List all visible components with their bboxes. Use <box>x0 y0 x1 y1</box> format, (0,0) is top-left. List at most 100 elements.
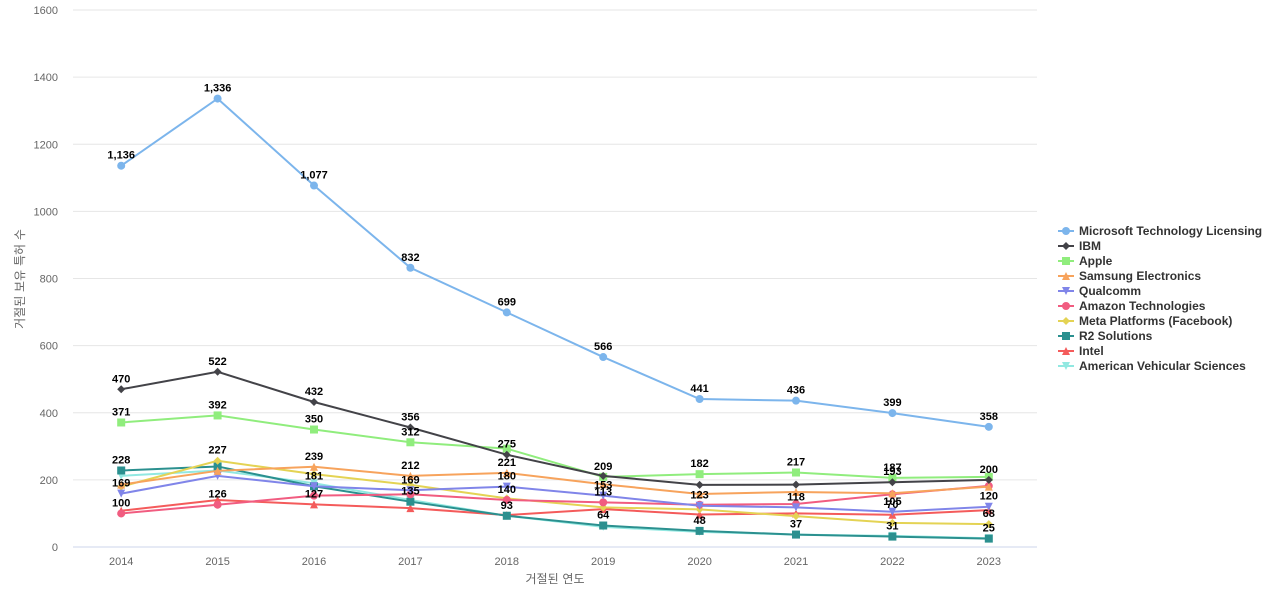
x-tick-label: 2020 <box>687 556 711 568</box>
data-point <box>117 161 126 170</box>
data-point <box>984 422 993 431</box>
data-point <box>310 462 318 471</box>
data-point <box>213 466 222 475</box>
data-point <box>502 450 511 459</box>
data-point <box>502 468 511 477</box>
x-axis-ticks: 2014 2015 2016 2017 2018 2019 2020 2021 2022 2023 <box>109 556 1001 568</box>
legend-label: American Vehicular Sciences <box>1079 359 1246 373</box>
data-point <box>792 396 800 405</box>
data-label: 169 <box>401 474 419 486</box>
legend-label: Amazon Technologies <box>1079 299 1206 313</box>
data-label: 118 <box>787 491 805 503</box>
data-point <box>599 521 608 530</box>
series-line <box>121 469 989 540</box>
data-point <box>792 530 800 539</box>
data-point <box>502 308 511 317</box>
data-point <box>406 490 415 499</box>
y-tick-label: 1200 <box>34 139 58 151</box>
data-point <box>310 181 318 190</box>
data-label: 356 <box>401 412 419 424</box>
legend[interactable]: Microsoft Technology LicensingIBMAppleSa… <box>1058 224 1262 373</box>
data-point <box>213 367 222 376</box>
data-point <box>599 353 608 362</box>
data-label: 1,336 <box>204 83 232 95</box>
data-point <box>406 471 415 480</box>
data-label: 31 <box>886 521 898 533</box>
legend-swatch-marker <box>1062 362 1070 370</box>
legend-item[interactable]: Samsung Electronics <box>1058 269 1201 283</box>
data-point <box>310 500 318 509</box>
data-point <box>310 425 318 434</box>
series-line <box>121 370 989 486</box>
data-label: 70 <box>886 499 898 511</box>
legend-item[interactable]: Amazon Technologies <box>1058 299 1206 313</box>
x-tick-label: 2022 <box>880 556 904 568</box>
data-point <box>213 462 222 471</box>
data-point <box>502 511 511 520</box>
data-label: 187 <box>883 462 901 474</box>
legend-label: Intel <box>1079 344 1104 358</box>
data-point <box>695 510 704 519</box>
data-label: 127 <box>305 488 323 500</box>
data-label: 193 <box>883 466 901 478</box>
data-label: 169 <box>112 478 130 490</box>
data-point <box>502 496 511 505</box>
series-line <box>121 499 989 517</box>
data-point <box>888 489 897 498</box>
data-label: 180 <box>498 471 516 483</box>
data-label: 126 <box>208 489 226 501</box>
y-tick-label: 1000 <box>34 206 58 218</box>
series-8 <box>117 496 993 520</box>
data-label: 699 <box>498 296 516 308</box>
data-point <box>117 466 126 475</box>
series-line <box>120 459 989 526</box>
legend-item[interactable]: American Vehicular Sciences <box>1058 359 1246 373</box>
data-label: 217 <box>787 456 805 468</box>
series-layer <box>117 94 993 543</box>
data-point <box>117 418 126 427</box>
legend-item[interactable]: R2 Solutions <box>1058 329 1153 343</box>
data-point <box>888 473 897 482</box>
data-label: 312 <box>401 426 419 438</box>
y-tick-label: 1400 <box>34 72 58 84</box>
legend-item[interactable]: Qualcomm <box>1058 284 1141 298</box>
data-label: 140 <box>498 484 516 496</box>
x-tick-label: 2021 <box>784 556 808 568</box>
data-point <box>984 475 993 484</box>
data-point <box>984 502 993 511</box>
data-point <box>888 478 897 487</box>
data-label: 470 <box>112 373 130 385</box>
data-point <box>888 507 897 516</box>
legend-item[interactable]: Meta Platforms (Facebook) <box>1058 314 1232 328</box>
legend-swatch-marker <box>1062 332 1070 340</box>
data-point <box>792 468 800 477</box>
x-tick-label: 2017 <box>398 556 422 568</box>
grid-lines <box>73 9 1037 481</box>
y-tick-label: 600 <box>40 341 58 353</box>
data-point <box>406 263 415 272</box>
legend-item[interactable]: Apple <box>1058 254 1113 268</box>
data-point <box>599 498 608 507</box>
data-label: 100 <box>112 497 130 509</box>
legend-item[interactable]: Intel <box>1058 344 1104 358</box>
legend-swatch-marker <box>1062 317 1070 325</box>
legend-item[interactable]: Microsoft Technology Licensing <box>1058 224 1262 238</box>
series-line <box>121 484 989 515</box>
data-point <box>406 423 415 432</box>
x-tick-label: 2015 <box>205 556 229 568</box>
y-axis-ticks: 0 200 400 600 800 1000 1200 1400 1600 <box>34 5 58 554</box>
legend-swatch-marker <box>1062 302 1070 310</box>
data-point <box>213 411 222 420</box>
legend-item[interactable]: IBM <box>1058 239 1101 253</box>
data-point <box>117 509 126 518</box>
y-tick-label: 800 <box>40 274 58 286</box>
data-point <box>599 491 608 500</box>
data-label: 153 <box>594 480 612 492</box>
series-4 <box>117 471 993 516</box>
data-label: 25 <box>983 523 995 535</box>
legend-swatch-marker <box>1062 287 1070 295</box>
legend-swatch-marker <box>1062 272 1070 280</box>
data-label: 522 <box>208 356 226 368</box>
data-label: 37 <box>790 519 802 531</box>
